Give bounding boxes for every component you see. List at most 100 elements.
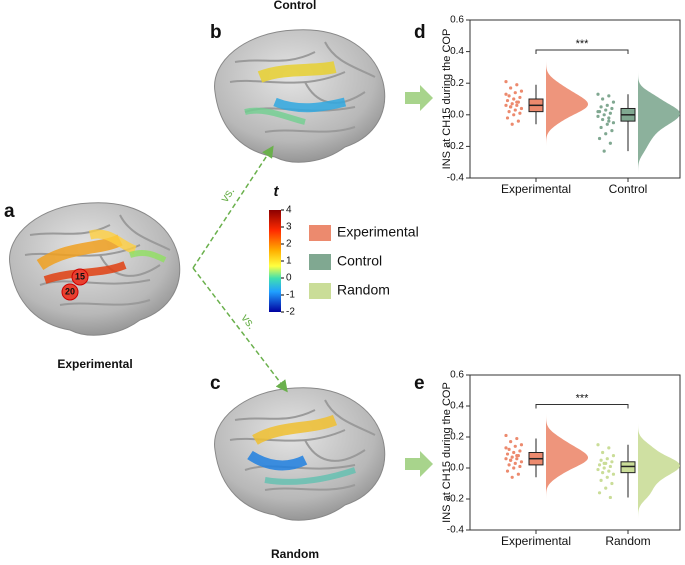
violin	[638, 422, 680, 521]
data-point	[513, 444, 517, 448]
data-point	[515, 454, 519, 458]
data-point	[610, 481, 614, 486]
data-point	[507, 463, 511, 467]
data-point	[507, 94, 511, 98]
data-point	[611, 472, 616, 476]
y-tick-label: 0.6	[450, 370, 464, 381]
data-point	[607, 94, 611, 98]
arrow	[192, 267, 288, 393]
data-point	[608, 111, 612, 115]
data-point	[599, 478, 603, 482]
y-tick-label: 0.4	[450, 46, 464, 57]
data-point	[507, 447, 511, 451]
data-point	[515, 100, 519, 104]
data-point	[519, 443, 524, 447]
data-point	[512, 97, 516, 101]
data-point	[607, 119, 611, 123]
plot-frame	[469, 374, 681, 531]
brain-title: Experimental	[57, 357, 132, 371]
data-point	[607, 446, 611, 450]
data-point	[513, 91, 517, 95]
box	[620, 461, 636, 474]
data-point	[602, 149, 606, 153]
x-tick-label: Random	[605, 534, 650, 548]
data-point	[512, 466, 516, 470]
data-point	[505, 98, 510, 103]
colorbar-tick-label: -1	[286, 290, 295, 301]
data-point	[504, 457, 508, 461]
block-arrow	[405, 451, 433, 477]
significance-label: ***	[576, 38, 590, 50]
y-tick-label: -0.4	[447, 173, 465, 184]
data-point	[611, 454, 616, 458]
data-point	[513, 108, 517, 112]
data-point	[515, 103, 519, 107]
data-point	[518, 111, 522, 115]
data-point	[596, 467, 600, 472]
data-point	[513, 461, 517, 465]
data-point	[510, 455, 514, 459]
panel-label: e	[414, 373, 425, 394]
violin	[546, 412, 588, 501]
violin	[638, 71, 680, 175]
y-tick-label: 0.2	[450, 432, 464, 443]
colorbar-tick-label: 4	[286, 205, 292, 216]
x-tick-label: Experimental	[501, 534, 571, 548]
data-point	[605, 103, 609, 107]
data-point	[509, 458, 513, 462]
data-point	[605, 475, 609, 479]
data-point	[596, 443, 600, 447]
data-point	[597, 491, 602, 495]
legend-swatch	[309, 283, 331, 299]
data-point	[604, 108, 608, 112]
y-tick-label: 0.0	[450, 463, 464, 474]
data-point	[608, 464, 612, 469]
brain-c	[213, 386, 386, 522]
data-point	[507, 110, 511, 114]
data-point	[596, 110, 600, 114]
data-point	[607, 116, 611, 120]
data-point	[602, 466, 606, 470]
data-point	[516, 119, 520, 123]
panel-label: b	[210, 22, 222, 43]
data-point	[602, 113, 606, 117]
data-point	[605, 122, 609, 126]
data-point	[601, 117, 605, 122]
data-point	[601, 471, 605, 475]
data-point	[504, 80, 508, 84]
colorbar-tick-label: 0	[286, 273, 292, 284]
badge-label: 20	[65, 286, 75, 296]
data-point	[599, 125, 603, 130]
data-point	[504, 92, 508, 96]
y-axis-label: INS at CH15 during the COP	[441, 29, 453, 170]
plot-frame	[469, 19, 681, 179]
data-point	[510, 475, 514, 479]
significance-bracket	[535, 403, 629, 409]
data-point	[611, 100, 616, 104]
data-point	[519, 460, 524, 464]
legend-swatch	[309, 254, 331, 270]
data-point	[509, 86, 513, 90]
brain-title: Random	[271, 547, 319, 561]
data-point	[510, 122, 514, 126]
data-point	[512, 113, 516, 117]
significance-label: ***	[576, 392, 590, 404]
data-point	[596, 114, 600, 118]
y-tick-label: 0.0	[450, 109, 464, 120]
data-point	[519, 106, 524, 111]
y-axis-label: INS at CH15 during the COP	[441, 382, 453, 523]
x-tick-label: Control	[609, 182, 648, 196]
data-point	[602, 461, 606, 465]
y-tick-label: 0.4	[450, 401, 464, 412]
data-point	[509, 440, 513, 444]
data-point	[515, 436, 519, 441]
data-point	[504, 103, 508, 107]
data-point	[601, 450, 605, 455]
data-point	[505, 116, 510, 120]
data-point	[505, 469, 510, 473]
colorbar-tick-label: 2	[286, 239, 292, 250]
arrow-label: vs.	[217, 184, 237, 204]
data-point	[608, 141, 612, 145]
data-point	[515, 457, 519, 461]
